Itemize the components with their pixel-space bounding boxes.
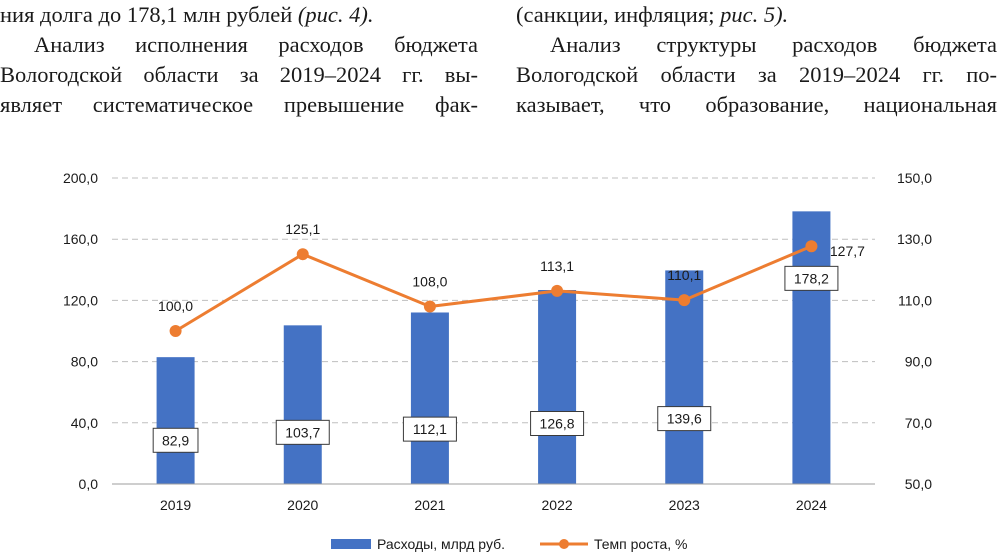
x-axis-tick-label: 2021 xyxy=(414,497,445,513)
left-axis-tick-label: 200,0 xyxy=(63,170,98,186)
right-axis-tick-label: 50,0 xyxy=(905,476,932,492)
line-data-label: 127,7 xyxy=(830,243,865,259)
bar-data-label: 139,6 xyxy=(667,411,702,427)
x-axis-tick-label: 2022 xyxy=(542,497,573,513)
bar-data-label: 82,9 xyxy=(162,432,189,448)
right-axis-tick-label: 130,0 xyxy=(897,231,932,247)
left-axis-tick-label: 40,0 xyxy=(71,415,98,431)
left-axis-tick-label: 160,0 xyxy=(63,231,98,247)
bar-data-label: 126,8 xyxy=(540,415,575,431)
growth-rate-point xyxy=(551,284,564,297)
bar xyxy=(156,357,195,484)
bar-data-label-box xyxy=(530,410,585,436)
right-axis-tick-label: 70,0 xyxy=(905,415,932,431)
growth-rate-point xyxy=(296,248,309,261)
bar xyxy=(410,312,449,484)
bar-data-label-box xyxy=(657,406,712,432)
legend-swatch-bar xyxy=(331,539,371,549)
line-data-label: 113,1 xyxy=(540,258,574,274)
data-labels: 82,9 103,7 112,1 126,8 139,6 178,2 100,0 125,1 1… xyxy=(152,221,865,453)
paragraph-line: Вологодской области за 2019–2024 гг. по- xyxy=(516,62,997,87)
paragraph-line: являет систематическое превышение фак- xyxy=(0,92,478,117)
text-fragment: ния долга до 178,1 млн рублей xyxy=(0,2,298,27)
x-axis-tick-label: 2020 xyxy=(287,497,318,513)
growth-rate-point xyxy=(169,325,182,337)
line-data-label: 125,1 xyxy=(285,221,320,237)
bar-data-label: 103,7 xyxy=(285,424,320,440)
bar-data-label: 178,2 xyxy=(794,270,829,286)
bar-data-label: 112,1 xyxy=(413,421,447,437)
line-data-label: 108,0 xyxy=(412,274,447,290)
growth-rate-point xyxy=(678,294,691,307)
combo-chart: 82,9 103,7 112,1 126,8 139,6 178,2 100,0 125,1 1… xyxy=(63,170,932,552)
paragraph-line: казывает, что образование, национальная xyxy=(516,92,997,117)
paragraph-line: Вологодской области за 2019–2024 гг. вы- xyxy=(0,62,478,87)
growth-rate-point xyxy=(805,240,818,253)
legend-label-line: Темп роста, % xyxy=(594,536,688,552)
figure-reference: (рис. 4). xyxy=(297,2,374,27)
left-axis-tick-label: 120,0 xyxy=(63,292,98,308)
legend-marker-line xyxy=(559,539,569,549)
bar-data-label-box xyxy=(402,416,457,442)
bar-data-label-box xyxy=(275,419,330,445)
bar-series xyxy=(156,211,831,484)
left-axis-tick-label: 80,0 xyxy=(71,354,98,370)
line-series xyxy=(169,240,818,337)
gridlines xyxy=(112,177,875,424)
figure-reference: рис. 5). xyxy=(720,2,789,27)
x-axis-tick-label: 2024 xyxy=(796,497,827,513)
paragraph-line: Анализ исполнения расходов бюджета xyxy=(34,32,478,57)
paragraph-line: Анализ структуры расходов бюджета xyxy=(550,32,997,57)
text-fragment: (санкции, инфляция; xyxy=(516,2,721,27)
legend-label-bar: Расходы, млрд руб. xyxy=(377,536,505,552)
right-axis-tick-label: 90,0 xyxy=(905,354,932,370)
paragraph-line: ния долга до 178,1 млн рублей (рис. 4). xyxy=(0,0,478,30)
line-data-label: 100,0 xyxy=(158,298,193,314)
x-axis-tick-label: 2023 xyxy=(669,497,700,513)
growth-rate-line xyxy=(174,244,813,333)
growth-rate-point xyxy=(423,300,436,313)
x-axis-tick-label: 2019 xyxy=(160,497,191,513)
axes: 0,0 50,0 40,0 70,0 80,0 90,0 120,0 110,0 160,0 13… xyxy=(63,170,932,513)
legend: Расходы, млрд руб. Темп роста, % xyxy=(331,536,688,552)
left-axis-tick-label: 0,0 xyxy=(79,476,99,492)
bar xyxy=(792,211,831,484)
right-axis-tick-label: 150,0 xyxy=(897,170,932,186)
paragraph-line: (санкции, инфляция; рис. 5). xyxy=(516,0,997,30)
right-axis-tick-label: 110,0 xyxy=(898,292,932,308)
text-column-right: (санкции, инфляция; рис. 5). Анализ стру… xyxy=(516,0,997,120)
bar xyxy=(283,325,322,484)
bar xyxy=(538,289,577,484)
bar-data-label-box xyxy=(152,427,199,453)
bar-data-label-box xyxy=(784,265,839,291)
line-data-label: 110,1 xyxy=(667,267,701,283)
text-column-left: ния долга до 178,1 млн рублей (рис. 4). … xyxy=(0,0,478,120)
